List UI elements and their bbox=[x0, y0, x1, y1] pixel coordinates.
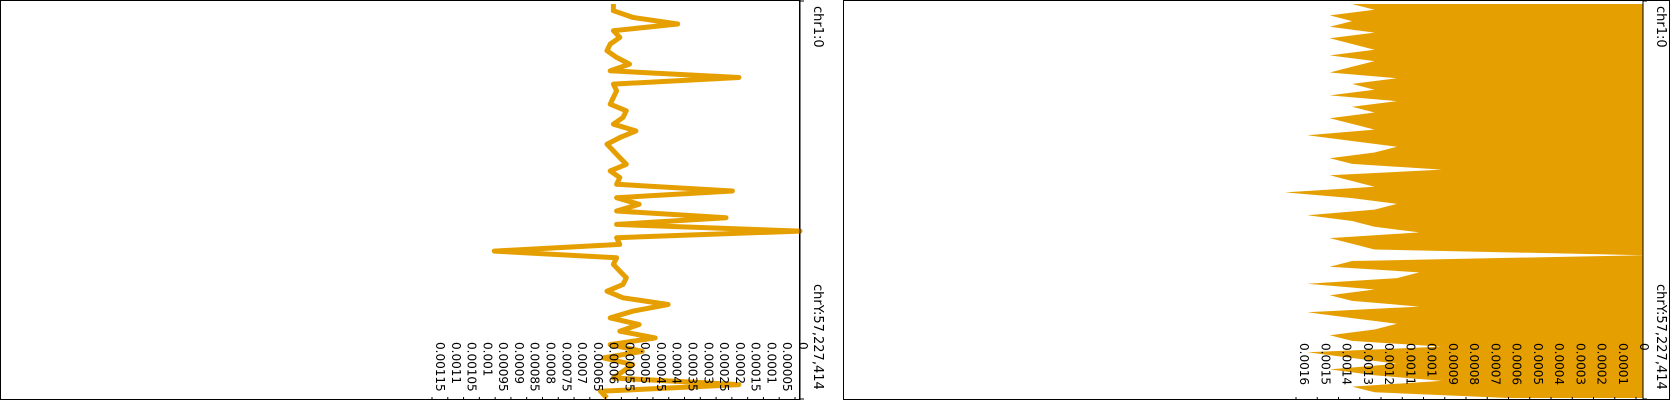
coverage-area bbox=[1285, 4, 1643, 398]
value-tick-label: 0.0011 bbox=[1403, 343, 1417, 385]
value-tick-label: 0.00025 bbox=[717, 342, 731, 392]
value-tick-label: 0.00115 bbox=[433, 342, 447, 392]
value-tick-label: 0.0001 bbox=[764, 342, 778, 384]
value-tick-label: 0 bbox=[1637, 343, 1651, 351]
value-tick-label: 0.0005 bbox=[1531, 343, 1545, 385]
value-tick-label: 0.00105 bbox=[465, 342, 479, 392]
region-end-label: chr1:0 bbox=[1653, 6, 1668, 48]
value-tick-label: 0.0006 bbox=[1510, 343, 1524, 385]
value-tick-label: 0.0005 bbox=[638, 342, 652, 384]
region-start-label: chrY:57,227,414 bbox=[1653, 284, 1668, 390]
value-tick-label: 0.0003 bbox=[1573, 343, 1587, 385]
value-tick-label: 0.00075 bbox=[559, 342, 573, 392]
value-tick-label: 0.0003 bbox=[701, 342, 715, 384]
value-tick-label: 0.0012 bbox=[1382, 343, 1396, 385]
value-tick-label: 0.0009 bbox=[512, 342, 526, 384]
line-track-panel: 0.00115 0.0011 0.00105 0.001 0.00095 0.0009 0.… bbox=[0, 0, 825, 400]
value-tick-label: 0.0007 bbox=[1488, 343, 1502, 385]
value-tick-label: 0.0009 bbox=[1446, 343, 1460, 385]
value-tick-label: 0.0008 bbox=[1467, 343, 1481, 385]
value-tick-label: 0.0007 bbox=[575, 342, 589, 384]
value-tick-label: 0.00045 bbox=[654, 342, 668, 392]
value-tick-label: 0.0016 bbox=[1297, 343, 1311, 385]
value-tick-label: 0.0002 bbox=[1595, 343, 1609, 385]
value-tick-label: 0.0001 bbox=[1616, 343, 1630, 385]
region-end-label: chr1:0 bbox=[810, 6, 825, 48]
coverage-line bbox=[491, 4, 803, 400]
value-tick-label: 0.0006 bbox=[607, 342, 621, 384]
value-tick-label: 0.00085 bbox=[528, 342, 542, 392]
value-tick-label: 0.00095 bbox=[496, 342, 510, 392]
value-tick-label: 0.0011 bbox=[449, 342, 463, 384]
value-tick-label: 0.00055 bbox=[622, 342, 636, 392]
value-tick-label: 0.00015 bbox=[749, 342, 763, 392]
value-tick-label: 0.0002 bbox=[733, 342, 747, 384]
value-tick-label: 0.0014 bbox=[1340, 343, 1354, 385]
value-tick-label: 0.0008 bbox=[543, 342, 557, 384]
value-tick-label: 0.0004 bbox=[1552, 343, 1566, 385]
value-tick-label: 0.001 bbox=[1425, 343, 1439, 377]
value-tick-label: 0.00005 bbox=[780, 342, 794, 392]
area-track-panel: 0.0016 0.0015 0.0014 0.0013 0.0012 0.0011 0.00… bbox=[843, 0, 1670, 400]
value-tick-label: 0.0015 bbox=[1318, 343, 1332, 385]
value-tick-label: 0 bbox=[796, 342, 810, 350]
value-tick-label: 0.00065 bbox=[591, 342, 605, 392]
region-start-label: chrY:57,227,414 bbox=[810, 284, 825, 390]
panel-frame bbox=[0, 0, 800, 400]
value-tick-label: 0.001 bbox=[480, 342, 494, 376]
value-tick-label: 0.00035 bbox=[686, 342, 700, 392]
value-tick-label: 0.0013 bbox=[1361, 343, 1375, 385]
value-tick-label: 0.0004 bbox=[670, 342, 684, 384]
